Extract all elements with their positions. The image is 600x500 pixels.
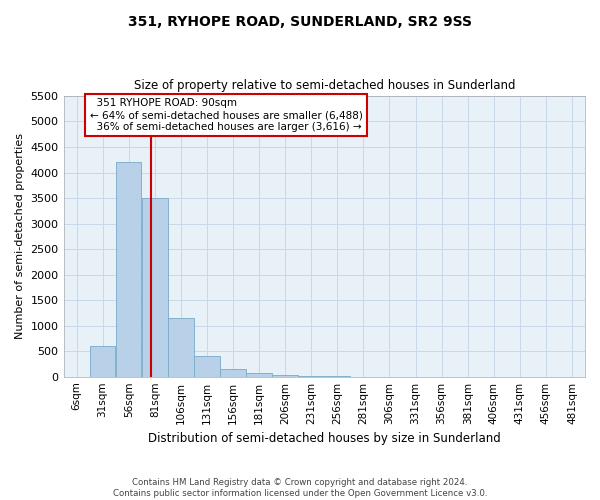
- X-axis label: Distribution of semi-detached houses by size in Sunderland: Distribution of semi-detached houses by …: [148, 432, 500, 445]
- Y-axis label: Number of semi-detached properties: Number of semi-detached properties: [15, 134, 25, 340]
- Text: 351, RYHOPE ROAD, SUNDERLAND, SR2 9SS: 351, RYHOPE ROAD, SUNDERLAND, SR2 9SS: [128, 15, 472, 29]
- Text: 351 RYHOPE ROAD: 90sqm
← 64% of semi-detached houses are smaller (6,488)
  36% o: 351 RYHOPE ROAD: 90sqm ← 64% of semi-det…: [89, 98, 362, 132]
- Bar: [90, 346, 115, 376]
- Bar: [194, 356, 220, 376]
- Bar: [272, 375, 298, 376]
- Title: Size of property relative to semi-detached houses in Sunderland: Size of property relative to semi-detach…: [134, 79, 515, 92]
- Bar: [116, 162, 142, 376]
- Bar: [168, 318, 194, 376]
- Bar: [142, 198, 167, 376]
- Bar: [247, 372, 272, 376]
- Bar: [220, 369, 246, 376]
- Text: Contains HM Land Registry data © Crown copyright and database right 2024.
Contai: Contains HM Land Registry data © Crown c…: [113, 478, 487, 498]
